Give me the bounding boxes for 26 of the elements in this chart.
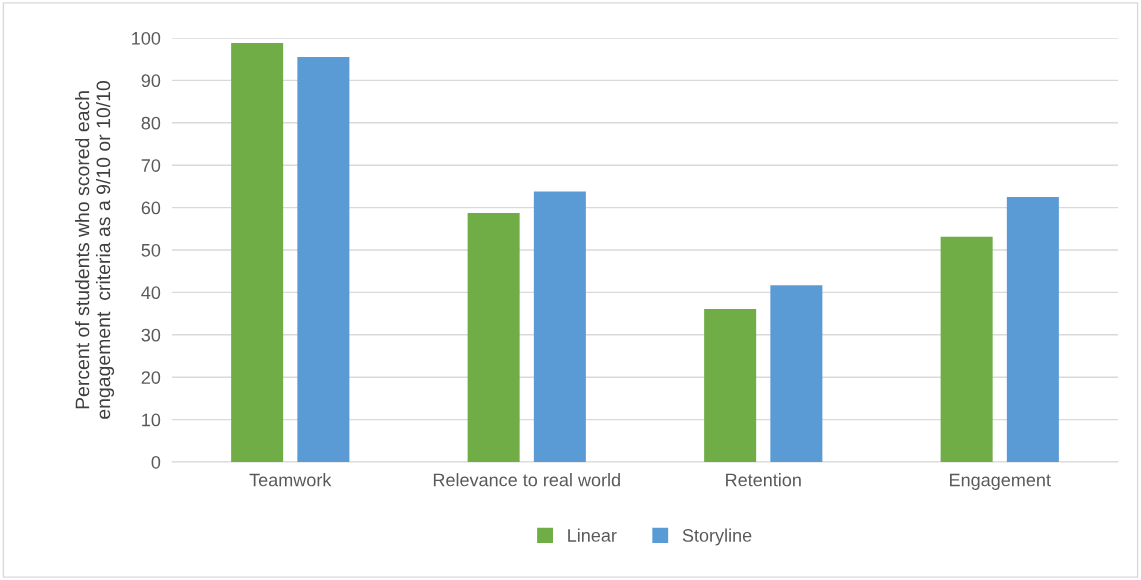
bar [533, 191, 586, 462]
y-axis-title: Percent of students who scored each engagement criteria as a 9/10 or 10/10 [75, 81, 115, 419]
x-tick-label: Engagement [950, 473, 1051, 490]
y-tick-label: 70 [141, 159, 161, 172]
bar [467, 213, 520, 462]
y-tick-label: 10 [142, 413, 161, 427]
y-tick-label: 0 [151, 455, 161, 469]
x-tick-label: Teamwork [249, 473, 332, 487]
y-tick-label: 90 [141, 74, 161, 88]
y-tick-label: 30 [141, 328, 161, 342]
y-tick-label: 50 [141, 243, 161, 257]
y-tick-label: 100 [132, 31, 161, 45]
bar [297, 57, 350, 462]
bar [704, 308, 757, 462]
y-tick-label: 80 [141, 116, 161, 130]
legend-label: Linear [568, 528, 617, 542]
legend-label: Storyline [682, 528, 752, 546]
x-tick-label: Relevance to real world [433, 473, 620, 487]
bar [1006, 197, 1059, 462]
y-tick-label: 20 [141, 371, 161, 384]
x-tick-label: Retention [726, 473, 801, 487]
bar [940, 236, 993, 462]
bar [231, 43, 284, 462]
y-tick-label: 40 [141, 286, 161, 300]
bar [770, 285, 823, 462]
y-tick-label: 60 [141, 201, 161, 215]
